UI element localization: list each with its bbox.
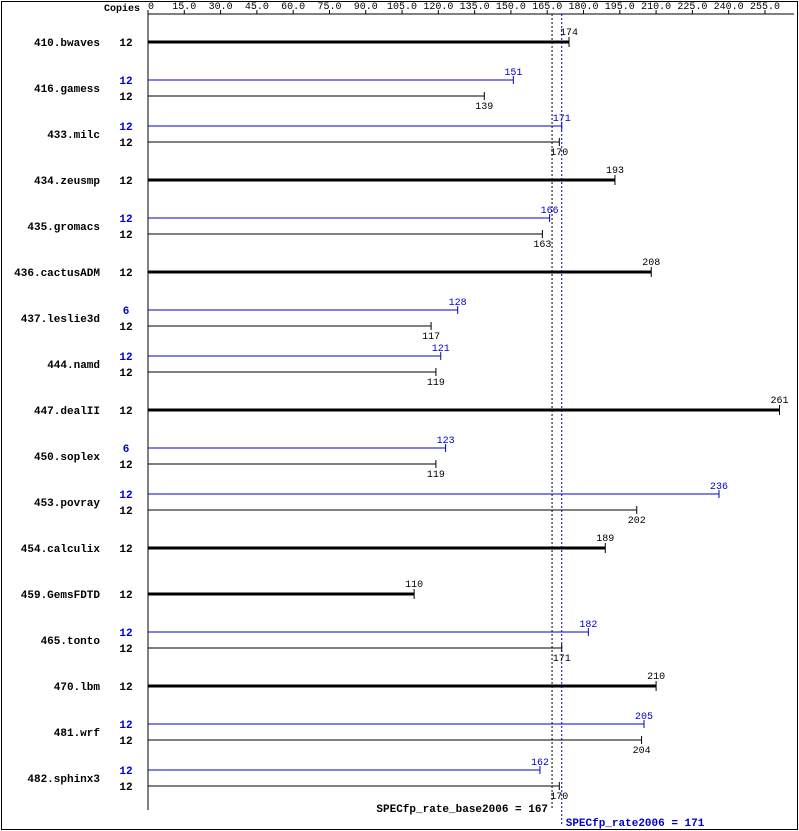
x-tick-label: 240.0	[714, 2, 744, 13]
benchmark-name: 434.zeusmp	[34, 176, 100, 188]
x-tick-label: 120.0	[423, 2, 453, 13]
base-copies: 12	[119, 590, 132, 602]
base-copies: 12	[119, 138, 132, 150]
x-tick-label: 150.0	[496, 2, 526, 13]
peak-value: 151	[504, 68, 522, 79]
x-tick-label: 30.0	[209, 2, 233, 13]
peak-value: 162	[531, 758, 549, 769]
x-tick-label: 90.0	[354, 2, 378, 13]
benchmark-name: 470.lbm	[54, 682, 101, 694]
peak-copies: 12	[119, 766, 132, 778]
peak-value: 182	[579, 620, 597, 631]
benchmark-name: 465.tonto	[41, 636, 101, 648]
base-copies: 12	[119, 460, 132, 472]
base-value: 210	[647, 672, 665, 683]
base-value: 117	[422, 332, 440, 343]
peak-copies: 12	[119, 720, 132, 732]
benchmark-name: 482.sphinx3	[27, 774, 100, 786]
x-tick-label: 60.0	[281, 2, 305, 13]
peak-value: 121	[432, 344, 450, 355]
benchmark-name: 437.leslie3d	[21, 314, 100, 326]
base-value: 139	[475, 102, 493, 113]
peak-copies: 12	[119, 214, 132, 226]
benchmark-name: 453.povray	[34, 498, 100, 510]
peak-copies: 12	[119, 352, 132, 364]
x-tick-label: 75.0	[317, 2, 341, 13]
x-tick-label: 255.0	[750, 2, 780, 13]
base-copies: 12	[119, 368, 132, 380]
base-copies: 12	[119, 322, 132, 334]
base-copies: 12	[119, 644, 132, 656]
benchmark-name: 435.gromacs	[27, 222, 100, 234]
peak-copies: 6	[123, 306, 130, 318]
x-tick-label: 15.0	[172, 2, 196, 13]
base-copies: 12	[119, 176, 132, 188]
base-value: 202	[628, 516, 646, 527]
benchmark-name: 416.gamess	[34, 84, 100, 96]
base-value: 204	[633, 746, 651, 757]
base-value: 170	[550, 792, 568, 803]
x-tick-label: 135.0	[460, 2, 490, 13]
peak-reference-label: SPECfp_rate2006 = 171	[566, 818, 705, 830]
benchmark-name: 481.wrf	[54, 728, 101, 740]
benchmark-name: 433.milc	[47, 130, 100, 142]
base-copies: 12	[119, 506, 132, 518]
peak-copies: 12	[119, 628, 132, 640]
benchmark-name: 436.cactusADM	[14, 268, 100, 280]
peak-value: 128	[449, 298, 467, 309]
base-copies: 12	[119, 682, 132, 694]
peak-copies: 6	[123, 444, 130, 456]
specfp-rate-chart: 0 15.0 30.0 45.0 60.0 75.0 90.0 105.0 120.0 135.0…	[0, 0, 799, 831]
base-value: 261	[770, 396, 788, 407]
base-copies: 12	[119, 268, 132, 280]
benchmark-name: 459.GemsFDTD	[21, 590, 101, 602]
base-value: 208	[642, 258, 660, 269]
x-tick-label: 105.0	[387, 2, 417, 13]
base-value: 189	[596, 534, 614, 545]
peak-value: 123	[437, 436, 455, 447]
benchmark-name: 444.namd	[47, 360, 100, 372]
base-value: 193	[606, 166, 624, 177]
base-value: 119	[427, 378, 445, 389]
base-value: 170	[550, 148, 568, 159]
base-value: 171	[553, 654, 571, 665]
benchmark-name: 447.dealII	[34, 406, 100, 418]
peak-value: 205	[635, 712, 653, 723]
peak-copies: 12	[119, 122, 132, 134]
peak-value: 236	[710, 482, 728, 493]
base-copies: 12	[119, 38, 132, 50]
peak-copies: 12	[119, 490, 132, 502]
base-value: 174	[560, 28, 578, 39]
benchmark-name: 454.calculix	[21, 544, 101, 556]
peak-value: 166	[541, 206, 559, 217]
x-tick-label: 210.0	[641, 2, 671, 13]
x-tick-label: 45.0	[245, 2, 269, 13]
benchmark-name: 410.bwaves	[34, 38, 100, 50]
base-copies: 12	[119, 406, 132, 418]
base-copies: 12	[119, 544, 132, 556]
benchmark-name: 450.soplex	[34, 452, 100, 464]
x-tick-label: 195.0	[605, 2, 635, 13]
x-tick-label: 165.0	[532, 2, 562, 13]
base-copies: 12	[119, 736, 132, 748]
base-reference-label: SPECfp_rate_base2006 = 167	[376, 804, 548, 816]
peak-copies: 12	[119, 76, 132, 88]
base-value: 110	[405, 580, 423, 591]
peak-value: 171	[553, 114, 571, 125]
base-copies: 12	[119, 782, 132, 794]
x-tick-label: 0	[148, 2, 154, 13]
base-copies: 12	[119, 92, 132, 104]
base-value: 163	[533, 240, 551, 251]
x-tick-label: 225.0	[677, 2, 707, 13]
base-value: 119	[427, 470, 445, 481]
copies-header: Copies	[104, 3, 140, 15]
x-tick-label: 180.0	[568, 2, 598, 13]
base-copies: 12	[119, 230, 132, 242]
